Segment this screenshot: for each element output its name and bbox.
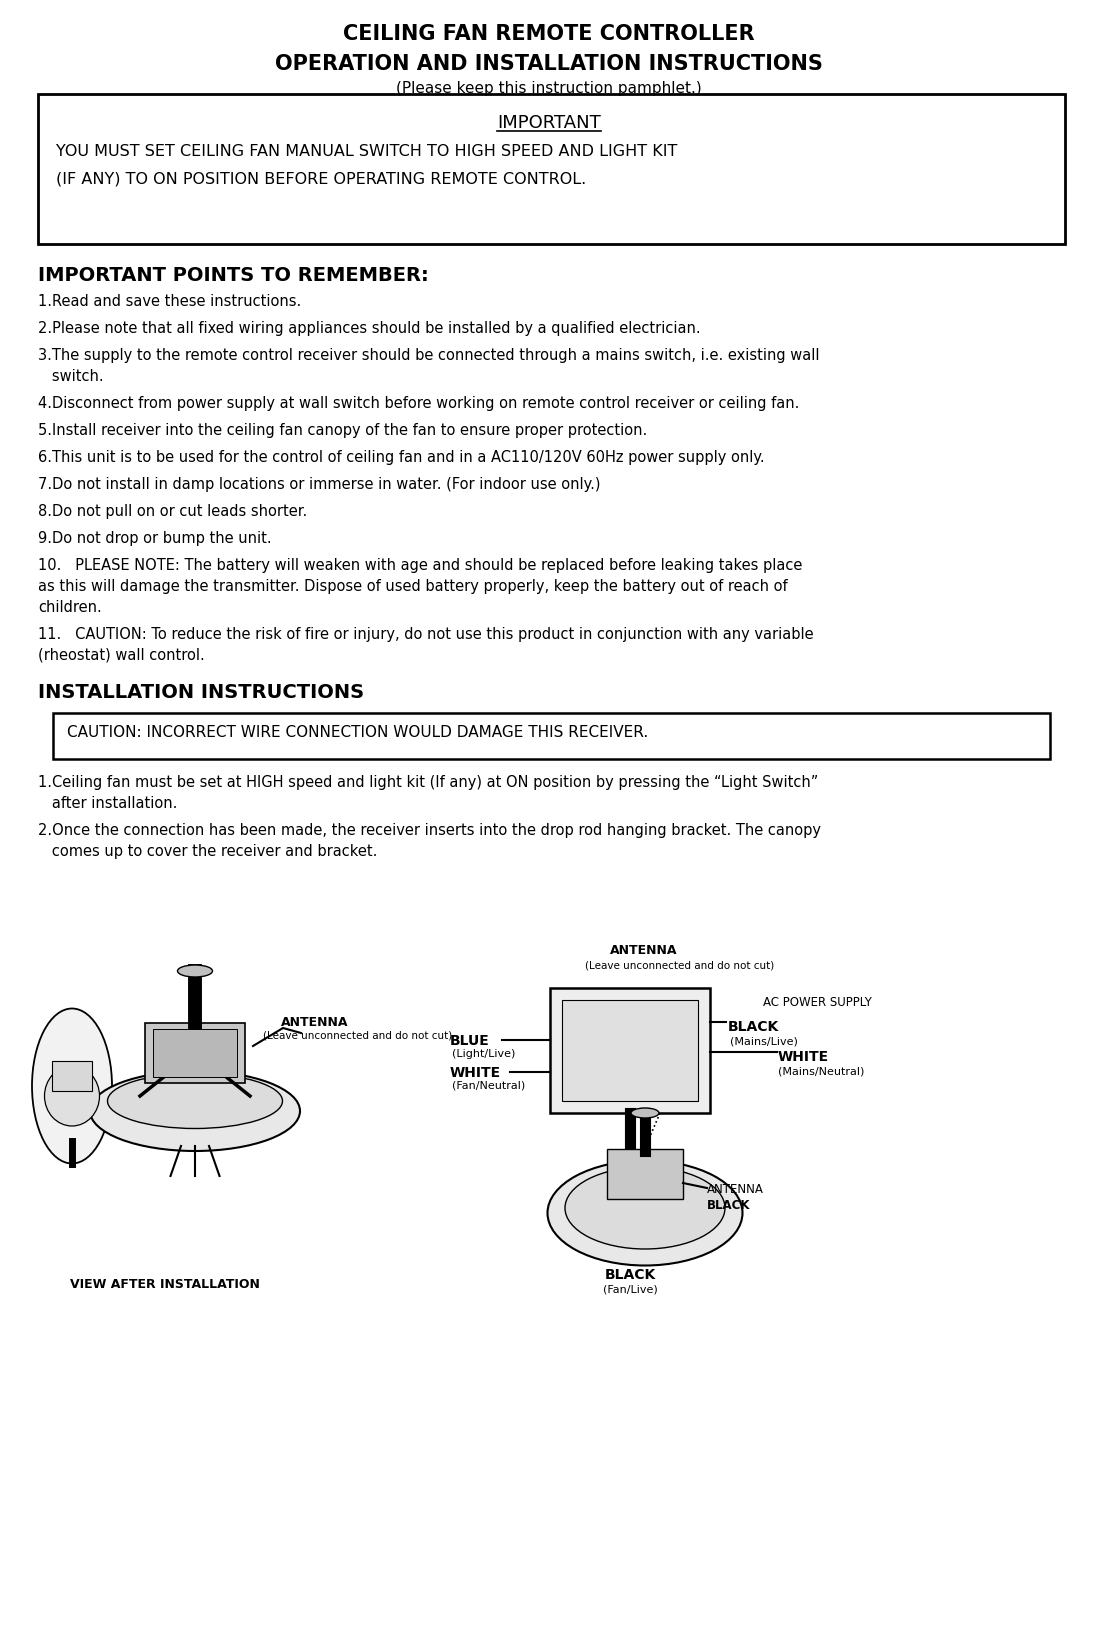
Bar [53,713,1050,759]
Text: ANTENNA: ANTENNA [707,1183,764,1196]
Text: (Mains/Live): (Mains/Live) [730,1036,798,1048]
Text: 5.Install receiver into the ceiling fan canopy of the fan to ensure proper prote: 5.Install receiver into the ceiling fan … [38,423,647,437]
Ellipse shape [565,1167,725,1248]
Text: 8.Do not pull on or cut leads shorter.: 8.Do not pull on or cut leads shorter. [38,504,307,519]
Text: comes up to cover the receiver and bracket.: comes up to cover the receiver and brack… [38,844,378,858]
Text: CEILING FAN REMOTE CONTROLLER: CEILING FAN REMOTE CONTROLLER [344,24,754,44]
Text: 4.Disconnect from power supply at wall switch before working on remote control r: 4.Disconnect from power supply at wall s… [38,397,799,411]
Text: children.: children. [38,601,102,615]
Text: (Light/Live): (Light/Live) [452,1049,515,1059]
Ellipse shape [32,1009,112,1164]
Text: (Please keep this instruction pamphlet.): (Please keep this instruction pamphlet.) [396,82,702,96]
Text: (Mains/Neutral): (Mains/Neutral) [778,1067,864,1077]
Text: (Leave unconnected and do not cut): (Leave unconnected and do not cut) [585,960,774,969]
Text: BLACK: BLACK [604,1268,656,1283]
Text: VIEW AFTER INSTALLATION: VIEW AFTER INSTALLATION [70,1278,260,1291]
Text: OPERATION AND INSTALLATION INSTRUCTIONS: OPERATION AND INSTALLATION INSTRUCTIONS [276,54,822,73]
Text: INSTALLATION INSTRUCTIONS: INSTALLATION INSTRUCTIONS [38,684,365,702]
Bar [550,987,710,1113]
Text: AC POWER SUPPLY: AC POWER SUPPLY [763,996,872,1009]
Text: ANTENNA: ANTENNA [610,943,677,956]
Text: BLUE: BLUE [450,1035,490,1048]
Text: 2.Once the connection has been made, the receiver inserts into the drop rod hang: 2.Once the connection has been made, the… [38,823,821,837]
Text: 2.Please note that all fixed wiring appliances should be installed by a qualifie: 2.Please note that all fixed wiring appl… [38,322,701,336]
Text: CAUTION: INCORRECT WIRE CONNECTION WOULD DAMAGE THIS RECEIVER.: CAUTION: INCORRECT WIRE CONNECTION WOULD… [67,725,648,739]
Text: 1.Read and save these instructions.: 1.Read and save these instructions. [38,294,301,308]
Ellipse shape [615,1177,645,1190]
Bar [607,1149,683,1200]
Text: (IF ANY) TO ON POSITION BEFORE OPERATING REMOTE CONTROL.: (IF ANY) TO ON POSITION BEFORE OPERATING… [56,171,586,186]
Ellipse shape [90,1071,300,1151]
Text: 3.The supply to the remote control receiver should be connected through a mains : 3.The supply to the remote control recei… [38,348,819,362]
Text: BLACK: BLACK [728,1020,780,1035]
Text: 7.Do not install in damp locations or immerse in water. (For indoor use only.): 7.Do not install in damp locations or im… [38,477,601,491]
Text: IMPORTANT: IMPORTANT [497,114,601,132]
Text: WHITE: WHITE [778,1049,829,1064]
Text: WHITE: WHITE [450,1066,501,1080]
Bar [562,1000,698,1102]
Text: (rheostat) wall control.: (rheostat) wall control. [38,648,204,663]
Bar [52,1061,92,1092]
Ellipse shape [108,1074,282,1128]
Bar [153,1030,237,1077]
Text: 1.Ceiling fan must be set at HIGH speed and light kit (If any) at ON position by: 1.Ceiling fan must be set at HIGH speed … [38,775,818,790]
Text: IMPORTANT POINTS TO REMEMBER:: IMPORTANT POINTS TO REMEMBER: [38,266,428,286]
Text: (Fan/Neutral): (Fan/Neutral) [452,1080,525,1092]
Text: ANTENNA: ANTENNA [281,1017,348,1030]
Ellipse shape [178,965,213,978]
Text: as this will damage the transmitter. Dispose of used battery properly, keep the : as this will damage the transmitter. Dis… [38,579,787,594]
Ellipse shape [548,1160,742,1265]
Text: 10.   PLEASE NOTE: The battery will weaken with age and should be replaced befor: 10. PLEASE NOTE: The battery will weaken… [38,558,803,573]
Text: (Leave unconnected and do not cut): (Leave unconnected and do not cut) [264,1031,452,1041]
Text: 9.Do not drop or bump the unit.: 9.Do not drop or bump the unit. [38,530,271,547]
Text: switch.: switch. [38,369,103,384]
Text: BLACK: BLACK [707,1200,751,1213]
Ellipse shape [45,1066,100,1126]
Text: YOU MUST SET CEILING FAN MANUAL SWITCH TO HIGH SPEED AND LIGHT KIT: YOU MUST SET CEILING FAN MANUAL SWITCH T… [56,144,677,158]
Text: 6.This unit is to be used for the control of ceiling fan and in a AC110/120V 60H: 6.This unit is to be used for the contro… [38,450,764,465]
Text: after installation.: after installation. [38,796,178,811]
Text: 11.   CAUTION: To reduce the risk of fire or injury, do not use this product in : 11. CAUTION: To reduce the risk of fire … [38,627,814,641]
Ellipse shape [631,1108,659,1118]
Bar [145,1023,245,1084]
Text: (Fan/Live): (Fan/Live) [603,1284,658,1296]
Bar [38,95,1065,245]
